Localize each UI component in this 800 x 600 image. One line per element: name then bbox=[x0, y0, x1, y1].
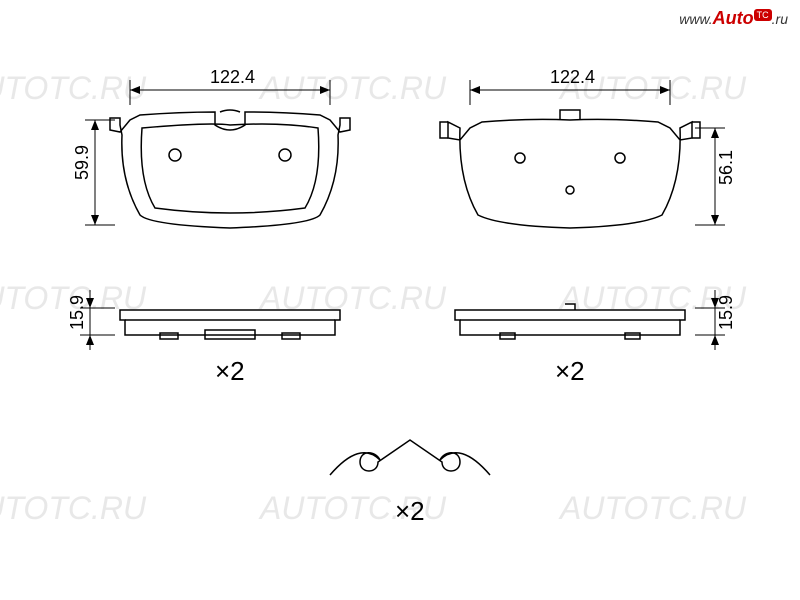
left-height-dim: 59.9 bbox=[72, 145, 92, 180]
logo-tld: .ru bbox=[772, 11, 788, 27]
left-brake-pad-front: 122.4 59.9 bbox=[60, 50, 380, 280]
right-width-dim: 122.4 bbox=[550, 67, 595, 87]
spring-clip: ×2 bbox=[300, 410, 520, 550]
right-thickness-dim: 15.9 bbox=[716, 295, 736, 330]
left-width-dim: 122.4 bbox=[210, 67, 255, 87]
logo-tc-badge: TC bbox=[754, 9, 772, 21]
right-qty: ×2 bbox=[555, 356, 585, 386]
left-qty: ×2 bbox=[215, 356, 245, 386]
right-brake-pad-front: 122.4 56.1 bbox=[420, 50, 760, 280]
watermark: AUTOTC.RU bbox=[0, 490, 146, 527]
watermark: AUTOTC.RU bbox=[560, 490, 746, 527]
logo-brand: Auto bbox=[713, 8, 754, 28]
logo-www: www. bbox=[679, 11, 712, 27]
left-thickness-dim: 15.9 bbox=[67, 295, 87, 330]
clip-qty: ×2 bbox=[395, 496, 425, 526]
right-height-dim: 56.1 bbox=[716, 150, 736, 185]
right-brake-pad-side: 15.9 ×2 bbox=[420, 280, 760, 390]
left-brake-pad-side: 15.9 ×2 bbox=[60, 280, 380, 390]
site-logo: www.AutoTC.ru bbox=[679, 8, 788, 29]
